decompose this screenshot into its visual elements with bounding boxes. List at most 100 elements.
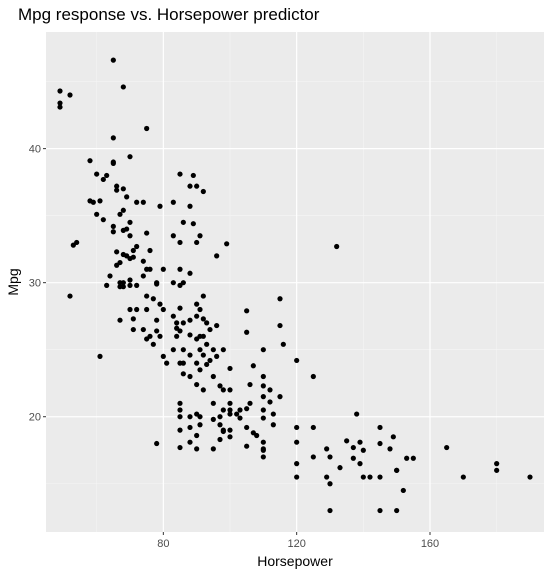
data-point xyxy=(157,203,163,209)
data-point xyxy=(144,306,150,313)
data-point xyxy=(160,266,166,272)
data-point xyxy=(74,239,80,246)
data-point xyxy=(267,387,273,393)
data-point xyxy=(197,367,203,373)
data-point xyxy=(244,329,250,335)
data-point xyxy=(140,273,146,279)
data-point xyxy=(130,254,136,260)
data-point xyxy=(254,432,260,439)
data-point xyxy=(177,407,183,413)
data-point xyxy=(280,341,286,347)
x-axis-title: Horsepower xyxy=(257,553,333,569)
data-point xyxy=(110,229,116,235)
data-point xyxy=(210,400,216,406)
data-point xyxy=(410,455,416,461)
data-point xyxy=(207,326,213,333)
data-point xyxy=(200,333,206,339)
y-axis-title: Mpg xyxy=(5,268,21,295)
data-point xyxy=(177,414,183,420)
data-point xyxy=(104,172,110,179)
data-point xyxy=(227,434,233,440)
data-point xyxy=(147,247,153,254)
data-point xyxy=(260,383,266,389)
data-point xyxy=(187,352,193,358)
data-point xyxy=(110,223,116,229)
data-point xyxy=(327,454,333,460)
data-point xyxy=(124,194,130,200)
data-point xyxy=(187,332,193,338)
data-point xyxy=(150,341,156,347)
data-point xyxy=(97,353,103,359)
data-point xyxy=(164,360,170,366)
data-point xyxy=(247,381,253,388)
data-point xyxy=(160,353,166,359)
data-point xyxy=(247,400,253,406)
data-point xyxy=(177,171,183,177)
data-point xyxy=(154,317,160,323)
data-point xyxy=(197,306,203,313)
data-point xyxy=(57,88,63,94)
data-point xyxy=(177,400,183,406)
data-point xyxy=(204,341,210,347)
data-point xyxy=(144,293,150,299)
data-point xyxy=(134,243,140,250)
data-point xyxy=(170,347,176,353)
data-point xyxy=(237,407,243,413)
data-point xyxy=(67,92,73,98)
data-point xyxy=(357,461,363,467)
data-point xyxy=(194,360,200,366)
data-point xyxy=(260,373,266,380)
data-point xyxy=(154,328,160,334)
data-point xyxy=(187,424,193,431)
data-point xyxy=(104,282,110,288)
data-point xyxy=(527,474,533,480)
data-point xyxy=(394,467,400,473)
data-point xyxy=(120,284,126,290)
data-point xyxy=(114,249,120,255)
data-point xyxy=(127,233,133,239)
y-tick-label: 20 xyxy=(29,412,41,424)
data-point xyxy=(227,400,233,406)
data-point xyxy=(204,361,210,368)
data-point xyxy=(100,217,106,223)
data-point xyxy=(227,387,233,393)
chart-title: Mpg response vs. Horsepower predictor xyxy=(18,5,320,24)
data-point xyxy=(214,322,220,329)
data-point xyxy=(367,474,373,480)
data-point xyxy=(127,277,133,283)
data-point xyxy=(180,219,186,225)
data-point xyxy=(217,436,223,443)
data-point xyxy=(194,446,200,452)
data-point xyxy=(177,328,183,334)
data-point xyxy=(194,239,200,246)
data-point xyxy=(127,306,133,313)
data-point xyxy=(357,439,363,445)
data-point xyxy=(180,320,186,326)
data-point xyxy=(244,308,250,314)
data-point xyxy=(387,446,393,452)
data-point xyxy=(177,266,183,272)
data-point xyxy=(187,439,193,445)
data-point xyxy=(334,243,340,250)
data-point xyxy=(260,394,266,400)
data-point xyxy=(197,422,203,428)
data-point xyxy=(144,125,150,132)
data-point xyxy=(220,407,226,413)
data-point xyxy=(120,84,126,90)
data-point xyxy=(177,239,183,246)
data-point xyxy=(294,474,300,480)
data-point xyxy=(187,373,193,380)
data-points xyxy=(57,57,533,514)
data-point xyxy=(107,273,113,279)
data-point xyxy=(57,104,63,110)
data-point xyxy=(114,183,120,189)
data-point xyxy=(177,427,183,433)
data-point xyxy=(114,187,120,193)
data-point xyxy=(207,357,213,364)
data-point xyxy=(244,406,250,412)
data-point xyxy=(117,317,123,323)
data-point xyxy=(214,353,220,359)
x-tick-label: 160 xyxy=(421,538,439,550)
data-point xyxy=(200,316,206,322)
data-point xyxy=(197,233,203,239)
